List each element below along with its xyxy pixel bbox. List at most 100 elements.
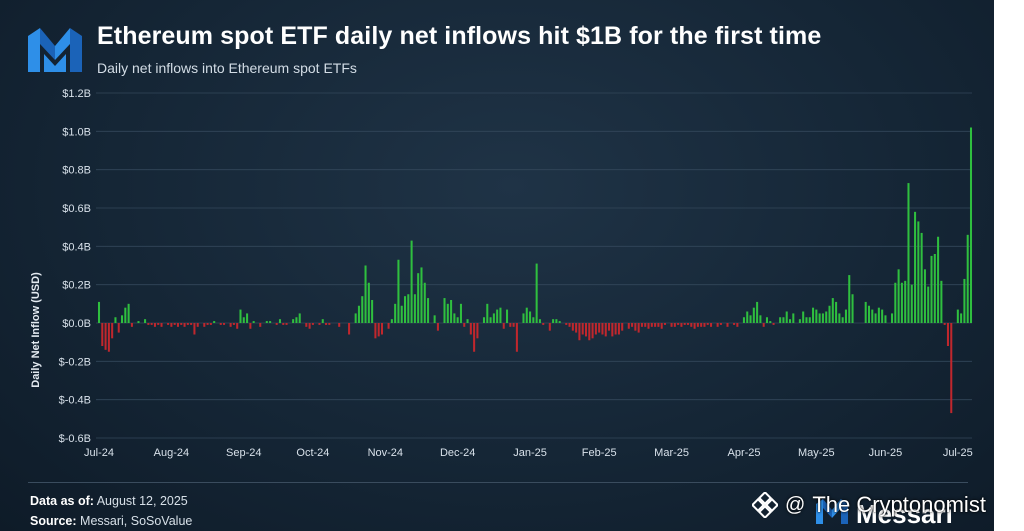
bar-outflow bbox=[548, 323, 551, 331]
bar-outflow bbox=[710, 323, 713, 327]
bar-inflow bbox=[749, 315, 752, 323]
bar-outflow bbox=[515, 323, 518, 352]
x-tick-label: Dec-24 bbox=[440, 447, 475, 459]
bar-inflow bbox=[321, 319, 324, 323]
watermark: @ The Cryptonomist bbox=[752, 489, 986, 521]
bar-inflow bbox=[825, 311, 828, 323]
bar-outflow bbox=[117, 323, 120, 333]
bar-inflow bbox=[808, 317, 811, 323]
bar-outflow bbox=[348, 323, 351, 335]
bar-inflow bbox=[354, 313, 357, 323]
bar-outflow bbox=[502, 323, 505, 329]
bar-outflow bbox=[229, 323, 232, 327]
bar-inflow bbox=[535, 263, 538, 323]
bar-outflow bbox=[594, 323, 597, 335]
bar-outflow bbox=[716, 323, 719, 327]
y-tick-label: $-0.4B bbox=[59, 395, 91, 407]
bar-inflow bbox=[821, 313, 824, 323]
bar-inflow bbox=[969, 127, 973, 323]
bar-outflow bbox=[147, 323, 150, 325]
bar-outflow bbox=[190, 323, 193, 325]
bar-outflow bbox=[631, 323, 634, 327]
bar-inflow bbox=[923, 269, 926, 323]
bar-inflow bbox=[877, 307, 880, 323]
bar-inflow bbox=[759, 315, 762, 323]
y-tick-label: $0.8B bbox=[62, 165, 91, 177]
bar-inflow bbox=[423, 282, 426, 323]
bar-inflow bbox=[835, 301, 838, 323]
y-tick-label: $0.0B bbox=[62, 318, 91, 330]
bar-outflow bbox=[614, 323, 617, 335]
bar-outflow bbox=[686, 323, 690, 325]
bar-outflow bbox=[571, 323, 574, 331]
bar-inflow bbox=[390, 319, 393, 323]
y-axis-label: Daily Net Inflow (USD) bbox=[30, 272, 42, 388]
bar-outflow bbox=[660, 323, 663, 329]
bar-outflow bbox=[726, 323, 729, 327]
bar-inflow bbox=[917, 221, 920, 323]
bar-outflow bbox=[719, 323, 722, 325]
bar-outflow bbox=[654, 323, 657, 327]
bar-inflow bbox=[446, 303, 449, 323]
bar-inflow bbox=[818, 313, 821, 323]
bar-outflow bbox=[209, 323, 212, 325]
bar-outflow bbox=[107, 323, 110, 352]
bar-outflow bbox=[598, 323, 601, 333]
bar-inflow bbox=[410, 240, 413, 323]
bar-outflow bbox=[219, 323, 222, 325]
bar-outflow bbox=[512, 323, 515, 327]
bar-inflow bbox=[278, 319, 281, 323]
bar-inflow bbox=[252, 321, 255, 323]
bar-outflow bbox=[318, 323, 321, 325]
bar-outflow bbox=[677, 323, 680, 325]
bar-inflow bbox=[894, 282, 897, 323]
bar-outflow bbox=[473, 323, 476, 352]
bar-outflow bbox=[943, 323, 946, 325]
bar-outflow bbox=[647, 323, 650, 329]
bar-inflow bbox=[492, 313, 495, 323]
bar-outflow bbox=[575, 323, 578, 333]
bar-inflow bbox=[538, 319, 541, 323]
bar-inflow bbox=[785, 311, 788, 323]
bar-inflow bbox=[137, 321, 140, 323]
bar-outflow bbox=[259, 323, 262, 327]
x-tick-label: Nov-24 bbox=[368, 447, 403, 459]
bar-outflow bbox=[673, 323, 676, 327]
y-tick-label: $0.4B bbox=[62, 241, 91, 253]
bar-inflow bbox=[144, 319, 147, 323]
bar-outflow bbox=[706, 323, 709, 325]
bar-inflow bbox=[907, 183, 910, 323]
bar-inflow bbox=[364, 265, 367, 323]
y-tick-label: $1.0B bbox=[62, 126, 91, 138]
bar-inflow bbox=[815, 309, 818, 323]
bar-inflow bbox=[532, 317, 535, 323]
x-tick-label: Mar-25 bbox=[654, 447, 689, 459]
bar-outflow bbox=[476, 323, 479, 339]
bar-outflow bbox=[236, 323, 239, 329]
bar-inflow bbox=[966, 234, 969, 323]
bar-outflow bbox=[601, 323, 604, 335]
bar-outflow bbox=[762, 323, 765, 327]
bar-outflow bbox=[153, 323, 156, 327]
bar-inflow bbox=[246, 313, 249, 323]
bar-outflow bbox=[469, 323, 472, 335]
bar-inflow bbox=[357, 305, 360, 323]
bar-inflow bbox=[838, 313, 841, 323]
bar-outflow bbox=[696, 323, 699, 327]
data-as-of-label: Data as of: bbox=[30, 494, 94, 508]
bar-inflow bbox=[443, 298, 446, 323]
bar-inflow bbox=[298, 313, 301, 323]
bar-outflow bbox=[670, 323, 673, 327]
x-tick-labels: Jul-24 Aug-24 Sep-24 Oct-24 Nov-24 Dec-24 Jan-… bbox=[84, 447, 973, 459]
bar-outflow bbox=[170, 323, 173, 327]
bar-inflow bbox=[746, 311, 749, 323]
bar-outflow bbox=[736, 323, 739, 327]
bar-inflow bbox=[558, 321, 561, 323]
x-tick-label: Apr-25 bbox=[727, 447, 760, 459]
bar-inflow bbox=[239, 309, 242, 323]
bar-outflow bbox=[176, 323, 179, 327]
bar-inflow bbox=[482, 317, 486, 323]
bar-inflow bbox=[114, 317, 117, 323]
y-tick-label: $-0.2B bbox=[59, 356, 91, 368]
bars bbox=[97, 127, 973, 414]
